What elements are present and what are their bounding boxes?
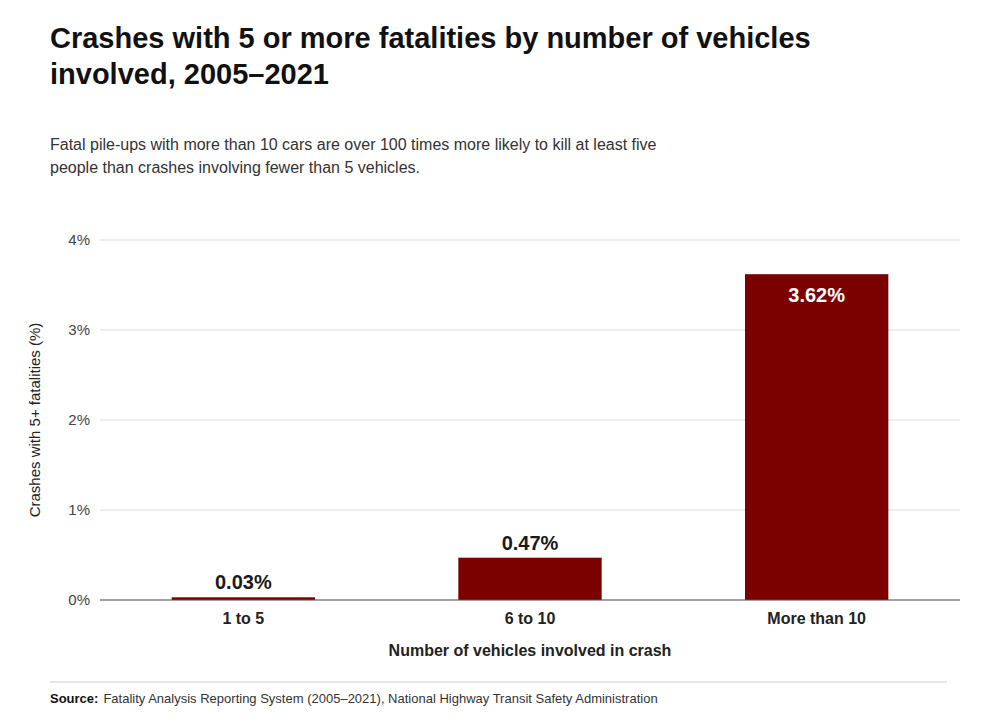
- grid-line: [100, 600, 960, 601]
- subtitle-line: Fatal pile-ups with more than 10 cars ar…: [50, 136, 657, 153]
- x-tick-label: 6 to 10: [505, 610, 556, 627]
- x-tick-label: More than 10: [767, 610, 866, 627]
- chart: Crashes with 5 or more fatalities by num…: [0, 0, 997, 720]
- data-label: 0.47%: [502, 532, 559, 554]
- y-tick-label: 2%: [68, 411, 90, 428]
- title: Crashes with 5 or more fatalities by num…: [50, 22, 811, 90]
- title-line: Crashes with 5 or more fatalities by num…: [50, 22, 811, 54]
- separator: [50, 682, 947, 683]
- subtitle-line: people than crashes involving fewer than…: [50, 159, 420, 176]
- bar: [458, 558, 601, 600]
- title-line: involved, 2005–2021: [50, 58, 329, 90]
- y-tick-label: 3%: [68, 321, 90, 338]
- subtitle: Fatal pile-ups with more than 10 cars ar…: [50, 136, 657, 176]
- bars: [172, 274, 889, 600]
- x-axis-label: Number of vehicles involved in crash: [389, 642, 672, 659]
- data-label: 0.03%: [215, 571, 272, 593]
- y-tick-label: 0%: [68, 591, 90, 608]
- y-axis-label: Crashes with 5+ fatalities (%): [26, 323, 43, 518]
- x-tick-label: 1 to 5: [222, 610, 264, 627]
- bar: [745, 274, 888, 600]
- grid-line: [100, 240, 960, 241]
- data-label: 3.62%: [788, 284, 845, 306]
- x-axis-line: [100, 600, 960, 601]
- source: Fatality Analysis Reporting System (2005…: [103, 691, 657, 706]
- y-tick-label: 1%: [68, 501, 90, 518]
- y-tick-label: 4%: [68, 231, 90, 248]
- source-label: Source:: [50, 691, 98, 706]
- data-labels: 0.03% 0.47% 3.62%: [215, 284, 845, 593]
